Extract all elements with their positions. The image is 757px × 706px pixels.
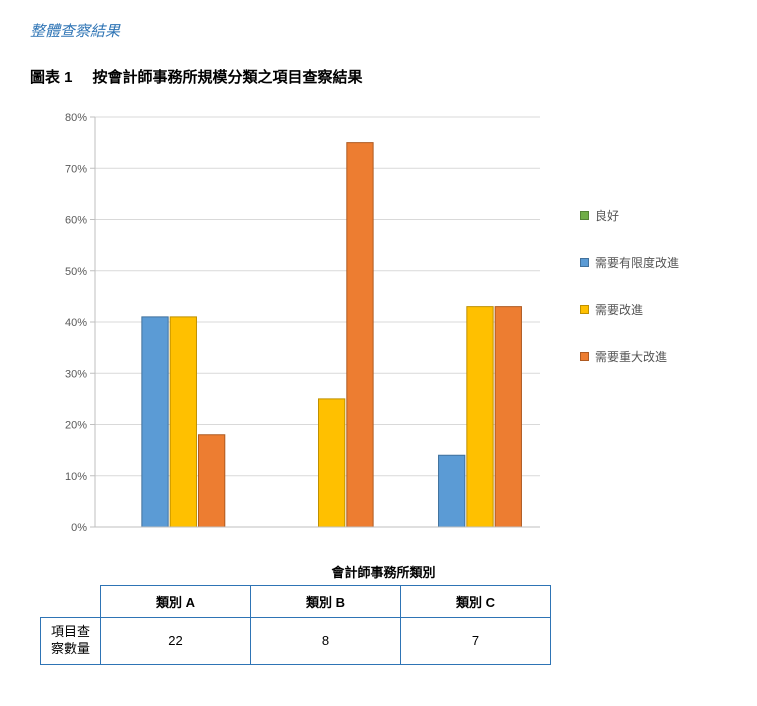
table-cell: 8	[251, 618, 401, 665]
table-row-label: 項目查察數量	[41, 618, 101, 665]
legend-swatch	[580, 211, 589, 220]
table-cell: 7	[401, 618, 551, 665]
legend-swatch	[580, 258, 589, 267]
svg-text:30%: 30%	[65, 368, 87, 380]
svg-text:10%: 10%	[65, 471, 87, 483]
legend-swatch	[580, 352, 589, 361]
legend-label: 需要有限度改進	[595, 254, 679, 271]
legend-item: 良好	[580, 207, 679, 224]
legend-swatch	[580, 305, 589, 314]
summary-table: 類別 A類別 B類別 C 項目查察數量2287	[40, 585, 551, 665]
chart-plot: 0% 10% 20% 30% 40% 50% 60% 70% 80%	[30, 107, 550, 552]
legend-label: 良好	[595, 207, 619, 224]
svg-text:40%: 40%	[65, 317, 87, 329]
summary-table-wrap: 會計師事務所類別 類別 A類別 B類別 C 項目查察數量2287	[40, 562, 727, 665]
legend-label: 需要改進	[595, 301, 643, 318]
svg-text:0%: 0%	[71, 522, 87, 534]
svg-text:20%: 20%	[65, 420, 87, 432]
legend-item: 需要有限度改進	[580, 254, 679, 271]
svg-text:80%: 80%	[65, 112, 87, 124]
legend-item: 需要改進	[580, 301, 679, 318]
table-cell: 22	[101, 618, 251, 665]
svg-text:50%: 50%	[65, 266, 87, 278]
chart-container: 0% 10% 20% 30% 40% 50% 60% 70% 80% 良好需要有限度改進需要改進…	[30, 107, 727, 552]
svg-text:60%: 60%	[65, 215, 87, 227]
legend-label: 需要重大改進	[595, 348, 667, 365]
section-header: 整體查察結果	[30, 20, 727, 41]
table-column-header: 類別 C	[401, 586, 551, 618]
legend: 良好需要有限度改進需要改進需要重大改進	[580, 207, 679, 395]
bar-chart-svg: 0% 10% 20% 30% 40% 50% 60% 70% 80%	[30, 107, 550, 547]
table-corner	[41, 586, 101, 618]
svg-text:70%: 70%	[65, 163, 87, 175]
legend-item: 需要重大改進	[580, 348, 679, 365]
table-column-header: 類別 B	[251, 586, 401, 618]
chart-title-prefix: 圖表 1	[30, 69, 73, 86]
table-column-header: 類別 A	[101, 586, 251, 618]
chart-title: 圖表 1 按會計師事務所規模分類之項目查察結果	[30, 66, 727, 87]
chart-title-text: 按會計師事務所規模分類之項目查察結果	[93, 69, 363, 86]
table-caption: 會計師事務所類別	[40, 562, 727, 581]
